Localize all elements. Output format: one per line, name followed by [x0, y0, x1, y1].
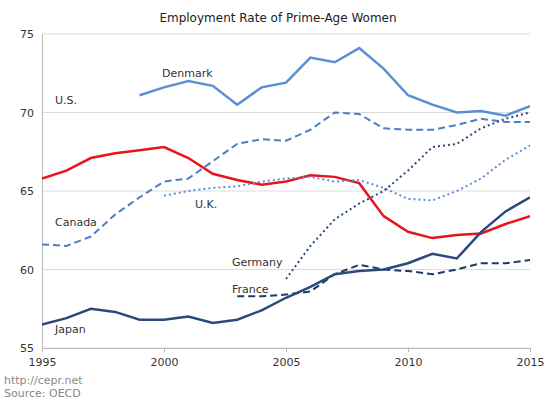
series-label: U.K. — [195, 198, 217, 211]
tick: 65 — [20, 185, 42, 198]
tick-label: 2015 — [517, 356, 545, 369]
tick-label: 55 — [20, 342, 34, 355]
grid — [42, 34, 530, 348]
annotation: Source: OECD — [4, 387, 81, 400]
tick-label: 65 — [20, 185, 34, 198]
chart: Employment Rate of Prime-Age Women 1995 20… — [0, 0, 553, 410]
tick-label: 75 — [20, 28, 34, 41]
tick-mark — [408, 348, 409, 352]
series-line — [42, 147, 530, 238]
annotation: http://cepr.net — [4, 374, 83, 387]
axis-line — [42, 35, 43, 349]
tick-label: 70 — [20, 107, 34, 120]
tick: 2015 — [517, 348, 545, 369]
tick-mark — [530, 348, 531, 352]
grid-line — [42, 34, 530, 35]
series-line — [42, 113, 530, 246]
grid-line — [42, 269, 530, 270]
tick: 75 — [20, 28, 42, 41]
series-line — [286, 113, 530, 279]
axis-line — [43, 349, 531, 353]
series-line — [164, 145, 530, 200]
tick-label: 60 — [20, 264, 34, 277]
series-label: France — [232, 283, 269, 296]
series-label: Canada — [55, 216, 97, 229]
x-axis: 1995 2000 2005 2010 2015 — [29, 348, 545, 369]
series-label: Japan — [54, 323, 86, 336]
tick-mark — [286, 348, 287, 352]
plot-area — [42, 48, 530, 324]
tick-label: 2010 — [395, 356, 423, 369]
title: Employment Rate of Prime-Age Women — [159, 11, 396, 25]
series-label: U.S. — [55, 94, 77, 107]
tick: 2005 — [273, 348, 301, 369]
tick-label: 2000 — [151, 356, 179, 369]
tick-label: 2005 — [273, 356, 301, 369]
tick-label: 1995 — [29, 356, 57, 369]
series-label: Denmark — [162, 67, 213, 80]
series-label: Germany — [232, 256, 283, 269]
series-line — [140, 48, 530, 116]
tick: 70 — [20, 107, 42, 120]
tick: 60 — [20, 264, 42, 277]
tick: 55 — [20, 342, 42, 355]
y-axis: 55 60 65 70 75 — [20, 28, 43, 355]
tick: 2000 — [151, 348, 179, 369]
tick-mark — [42, 348, 43, 352]
tick: 2010 — [395, 348, 423, 369]
tick-mark — [164, 348, 165, 352]
series-line — [42, 197, 530, 324]
